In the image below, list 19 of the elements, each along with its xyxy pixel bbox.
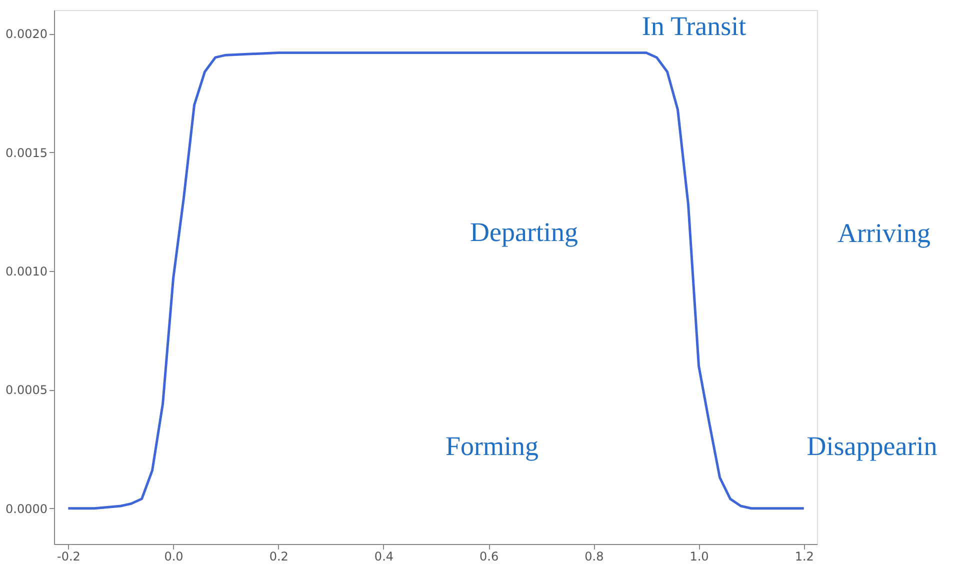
x-tick-label: 0.8 xyxy=(584,550,604,564)
annotation: Departing xyxy=(470,217,578,247)
y-tick-label: 0.0020 xyxy=(6,27,48,42)
y-tick-label: 0.0015 xyxy=(6,146,48,160)
y-tick-label: 0.0010 xyxy=(6,264,48,279)
text: Arriving xyxy=(838,218,930,248)
x-tick-label: 1.2 xyxy=(794,550,814,564)
y-tick-label: 0.0000 xyxy=(6,502,48,516)
x-tick-label: 0.6 xyxy=(480,550,499,564)
x-tick-label: -0.2 xyxy=(56,550,80,564)
line-series xyxy=(66,51,806,510)
x-tick-label: 0.2 xyxy=(269,550,288,564)
x-tick-label: 0.4 xyxy=(374,550,394,564)
annotation: Forming xyxy=(445,431,539,461)
x-tick-label: 0.0 xyxy=(164,550,184,564)
annotation: In Transit xyxy=(642,11,747,41)
x-tick-label: 1.0 xyxy=(690,550,709,564)
y-tick-label: 0.0005 xyxy=(6,383,48,398)
annotation: Disappearin xyxy=(806,431,938,461)
